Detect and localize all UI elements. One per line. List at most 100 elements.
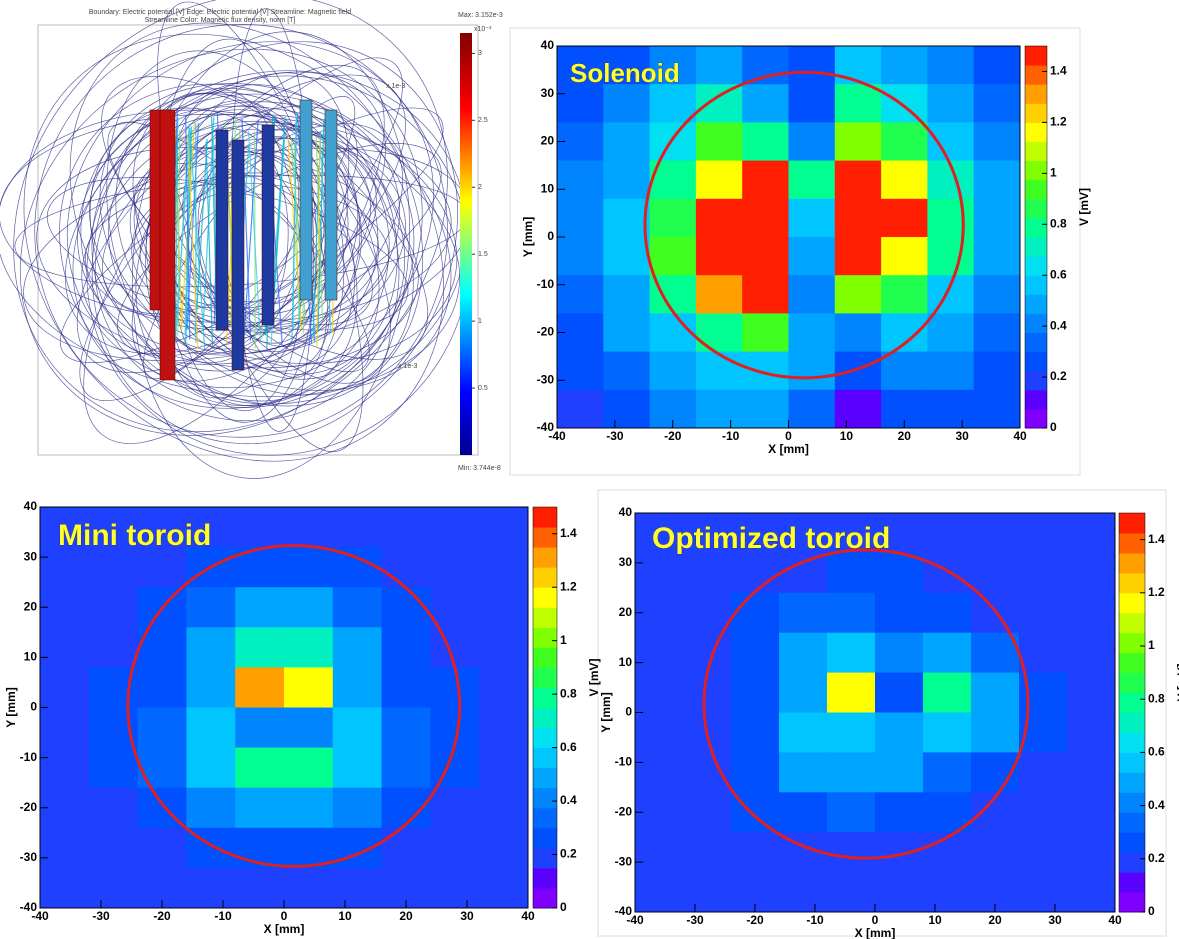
heat-cell <box>235 868 284 909</box>
y-tick-label: 20 <box>619 605 633 619</box>
heat-cell <box>40 748 89 789</box>
colorbar-tick-label: 0.8 <box>1148 691 1165 705</box>
heat-cell <box>430 748 479 789</box>
heat-cell <box>923 673 972 713</box>
colorbar-step <box>1025 256 1047 276</box>
heat-cell <box>742 84 789 123</box>
heat-cell <box>974 352 1021 391</box>
heat-cell <box>186 627 235 668</box>
heat-cell <box>835 84 882 123</box>
colorbar-step <box>1025 84 1047 104</box>
heat-cell <box>827 832 876 872</box>
heat-cell <box>40 627 89 668</box>
heat-cell <box>1067 832 1116 872</box>
colorbar-step <box>1025 142 1047 162</box>
x-tick-label: 30 <box>955 429 969 443</box>
heat-cell <box>742 199 789 238</box>
heat-cell <box>779 872 828 912</box>
heat-cell <box>333 788 382 829</box>
heat-cell <box>683 752 732 792</box>
heat-cell <box>479 708 528 749</box>
colorbar-step <box>1025 218 1047 238</box>
heat-cell <box>1067 713 1116 753</box>
heat-cell <box>835 352 882 391</box>
colorbar-step <box>1025 65 1047 85</box>
heat-cell <box>284 507 333 548</box>
coil-bar <box>160 110 175 380</box>
heat-cell <box>875 673 924 713</box>
colorbar-step <box>1119 673 1145 693</box>
colorbar-tick-label: 1.4 <box>1148 532 1165 546</box>
x-tick-label: -10 <box>214 909 232 923</box>
colorbar-tick-label: 1.4 <box>1050 64 1067 78</box>
heat-cell <box>635 872 684 912</box>
heat-cell <box>923 752 972 792</box>
heat-cell <box>779 792 828 832</box>
heat-cell <box>835 199 882 238</box>
heat-cell <box>479 507 528 548</box>
heat-cell <box>731 593 780 633</box>
heat-cell <box>89 788 138 829</box>
colorbar-tick-label: 2.5 <box>478 117 488 124</box>
heat-cell <box>557 275 604 314</box>
heat-cell <box>971 832 1020 872</box>
heat-cell <box>875 713 924 753</box>
heat-cell <box>742 122 789 161</box>
x-tick-label: 0 <box>281 909 288 923</box>
heat-cell <box>974 275 1021 314</box>
heat-cell <box>881 122 928 161</box>
y-axis-label: Y [mm] <box>4 687 18 727</box>
y-tick-label: 30 <box>619 555 633 569</box>
colorbar <box>460 33 472 455</box>
x-tick-label: 0 <box>785 429 792 443</box>
heat-cell <box>835 237 882 276</box>
y-tick-label: -30 <box>615 854 633 868</box>
heat-cell <box>430 828 479 869</box>
heat-cell <box>603 275 650 314</box>
colorbar-tick-label: 0.4 <box>1148 798 1165 812</box>
heat-cell <box>430 627 479 668</box>
heat-cell <box>430 788 479 829</box>
heat-cell <box>742 161 789 200</box>
x-axis-label: X [mm] <box>768 442 809 456</box>
heat-cell <box>927 84 974 123</box>
heat-cell <box>731 832 780 872</box>
colorbar-step <box>1025 390 1047 410</box>
heat-cell <box>1067 673 1116 713</box>
heat-cell <box>683 553 732 593</box>
colorbar-tick-label: 2 <box>478 184 482 191</box>
heat-cell <box>875 593 924 633</box>
heat-cell <box>333 748 382 789</box>
y-tick-label: -40 <box>537 420 555 434</box>
heat-cell <box>827 792 876 832</box>
heat-cell <box>881 352 928 391</box>
coil-bar <box>262 125 274 325</box>
heat-cell <box>635 713 684 753</box>
heat-cell <box>974 84 1021 123</box>
heat-cell <box>927 199 974 238</box>
heat-cell <box>835 313 882 352</box>
heat-cell <box>186 708 235 749</box>
heat-cell <box>835 390 882 429</box>
y-tick-label: -10 <box>20 750 38 764</box>
heat-cell <box>479 547 528 588</box>
heat-cell <box>557 84 604 123</box>
colorbar-step <box>533 687 557 708</box>
y-tick-label: -10 <box>615 755 633 769</box>
heat-cell <box>923 872 972 912</box>
heat-cell <box>789 390 836 429</box>
heat-cell <box>333 868 382 909</box>
heat-cell <box>284 868 333 909</box>
heat-cell <box>635 673 684 713</box>
y-tick-label: 10 <box>541 181 555 195</box>
heat-cell <box>603 84 650 123</box>
colorbar-step <box>1025 161 1047 181</box>
y-tick-label: -30 <box>537 372 555 386</box>
heat-cell <box>789 352 836 391</box>
heat-cell <box>696 352 743 391</box>
heat-cell <box>40 547 89 588</box>
heat-cell <box>557 199 604 238</box>
colorbar-label: V [mV] <box>587 658 601 696</box>
heat-cell <box>333 667 382 708</box>
x-tick-label: 10 <box>338 909 352 923</box>
